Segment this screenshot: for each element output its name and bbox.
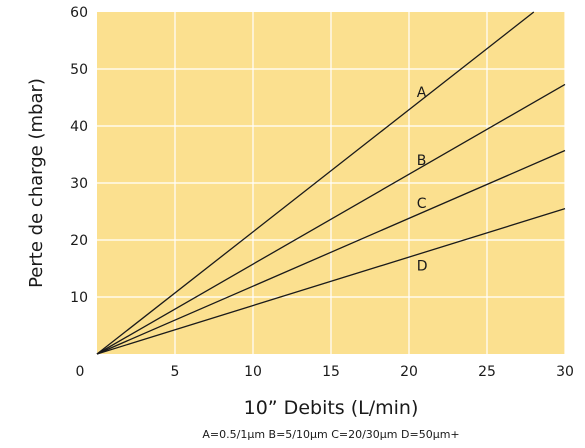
- y-tick-label: 30: [70, 176, 88, 192]
- series-lines: [96, 11, 566, 355]
- grid-y: [97, 68, 565, 298]
- y-tick-label: 50: [70, 62, 88, 78]
- series-line-c: [96, 149, 566, 355]
- series-line-a: [96, 11, 535, 355]
- y-tick-label: 20: [70, 233, 88, 249]
- series-line-d: [96, 208, 566, 355]
- series-line-b: [96, 83, 566, 355]
- x-tick-label: 25: [478, 364, 496, 380]
- x-tick-label: 20: [400, 364, 418, 380]
- series-label-a: A: [417, 85, 427, 101]
- legend-note: A=0.5/1μm B=5/10μm C=20/30μm D=50μm+: [202, 428, 459, 441]
- y-tick-label: 40: [70, 119, 88, 135]
- x-tick-label: 5: [171, 364, 180, 380]
- series-label-d: D: [417, 259, 428, 275]
- y-tick-labels: 10 20 30 40 50 60: [70, 5, 88, 306]
- x-axis-label: 10” Debits (L/min): [244, 397, 419, 419]
- series-labels: A B C D: [417, 85, 428, 275]
- y-axis-label: Perte de charge (mbar): [26, 78, 47, 288]
- y-tick-label: 60: [70, 5, 88, 21]
- x-tick-label: 10: [244, 364, 262, 380]
- series-label-b: B: [417, 153, 427, 169]
- x-tick-label: 15: [322, 364, 340, 380]
- x-tick-labels: 5 10 15 20 25 30: [171, 364, 574, 380]
- series-label-c: C: [417, 196, 427, 212]
- y-tick-label: 10: [70, 290, 88, 306]
- x-tick-label: 30: [556, 364, 574, 380]
- origin-label: 0: [76, 364, 85, 380]
